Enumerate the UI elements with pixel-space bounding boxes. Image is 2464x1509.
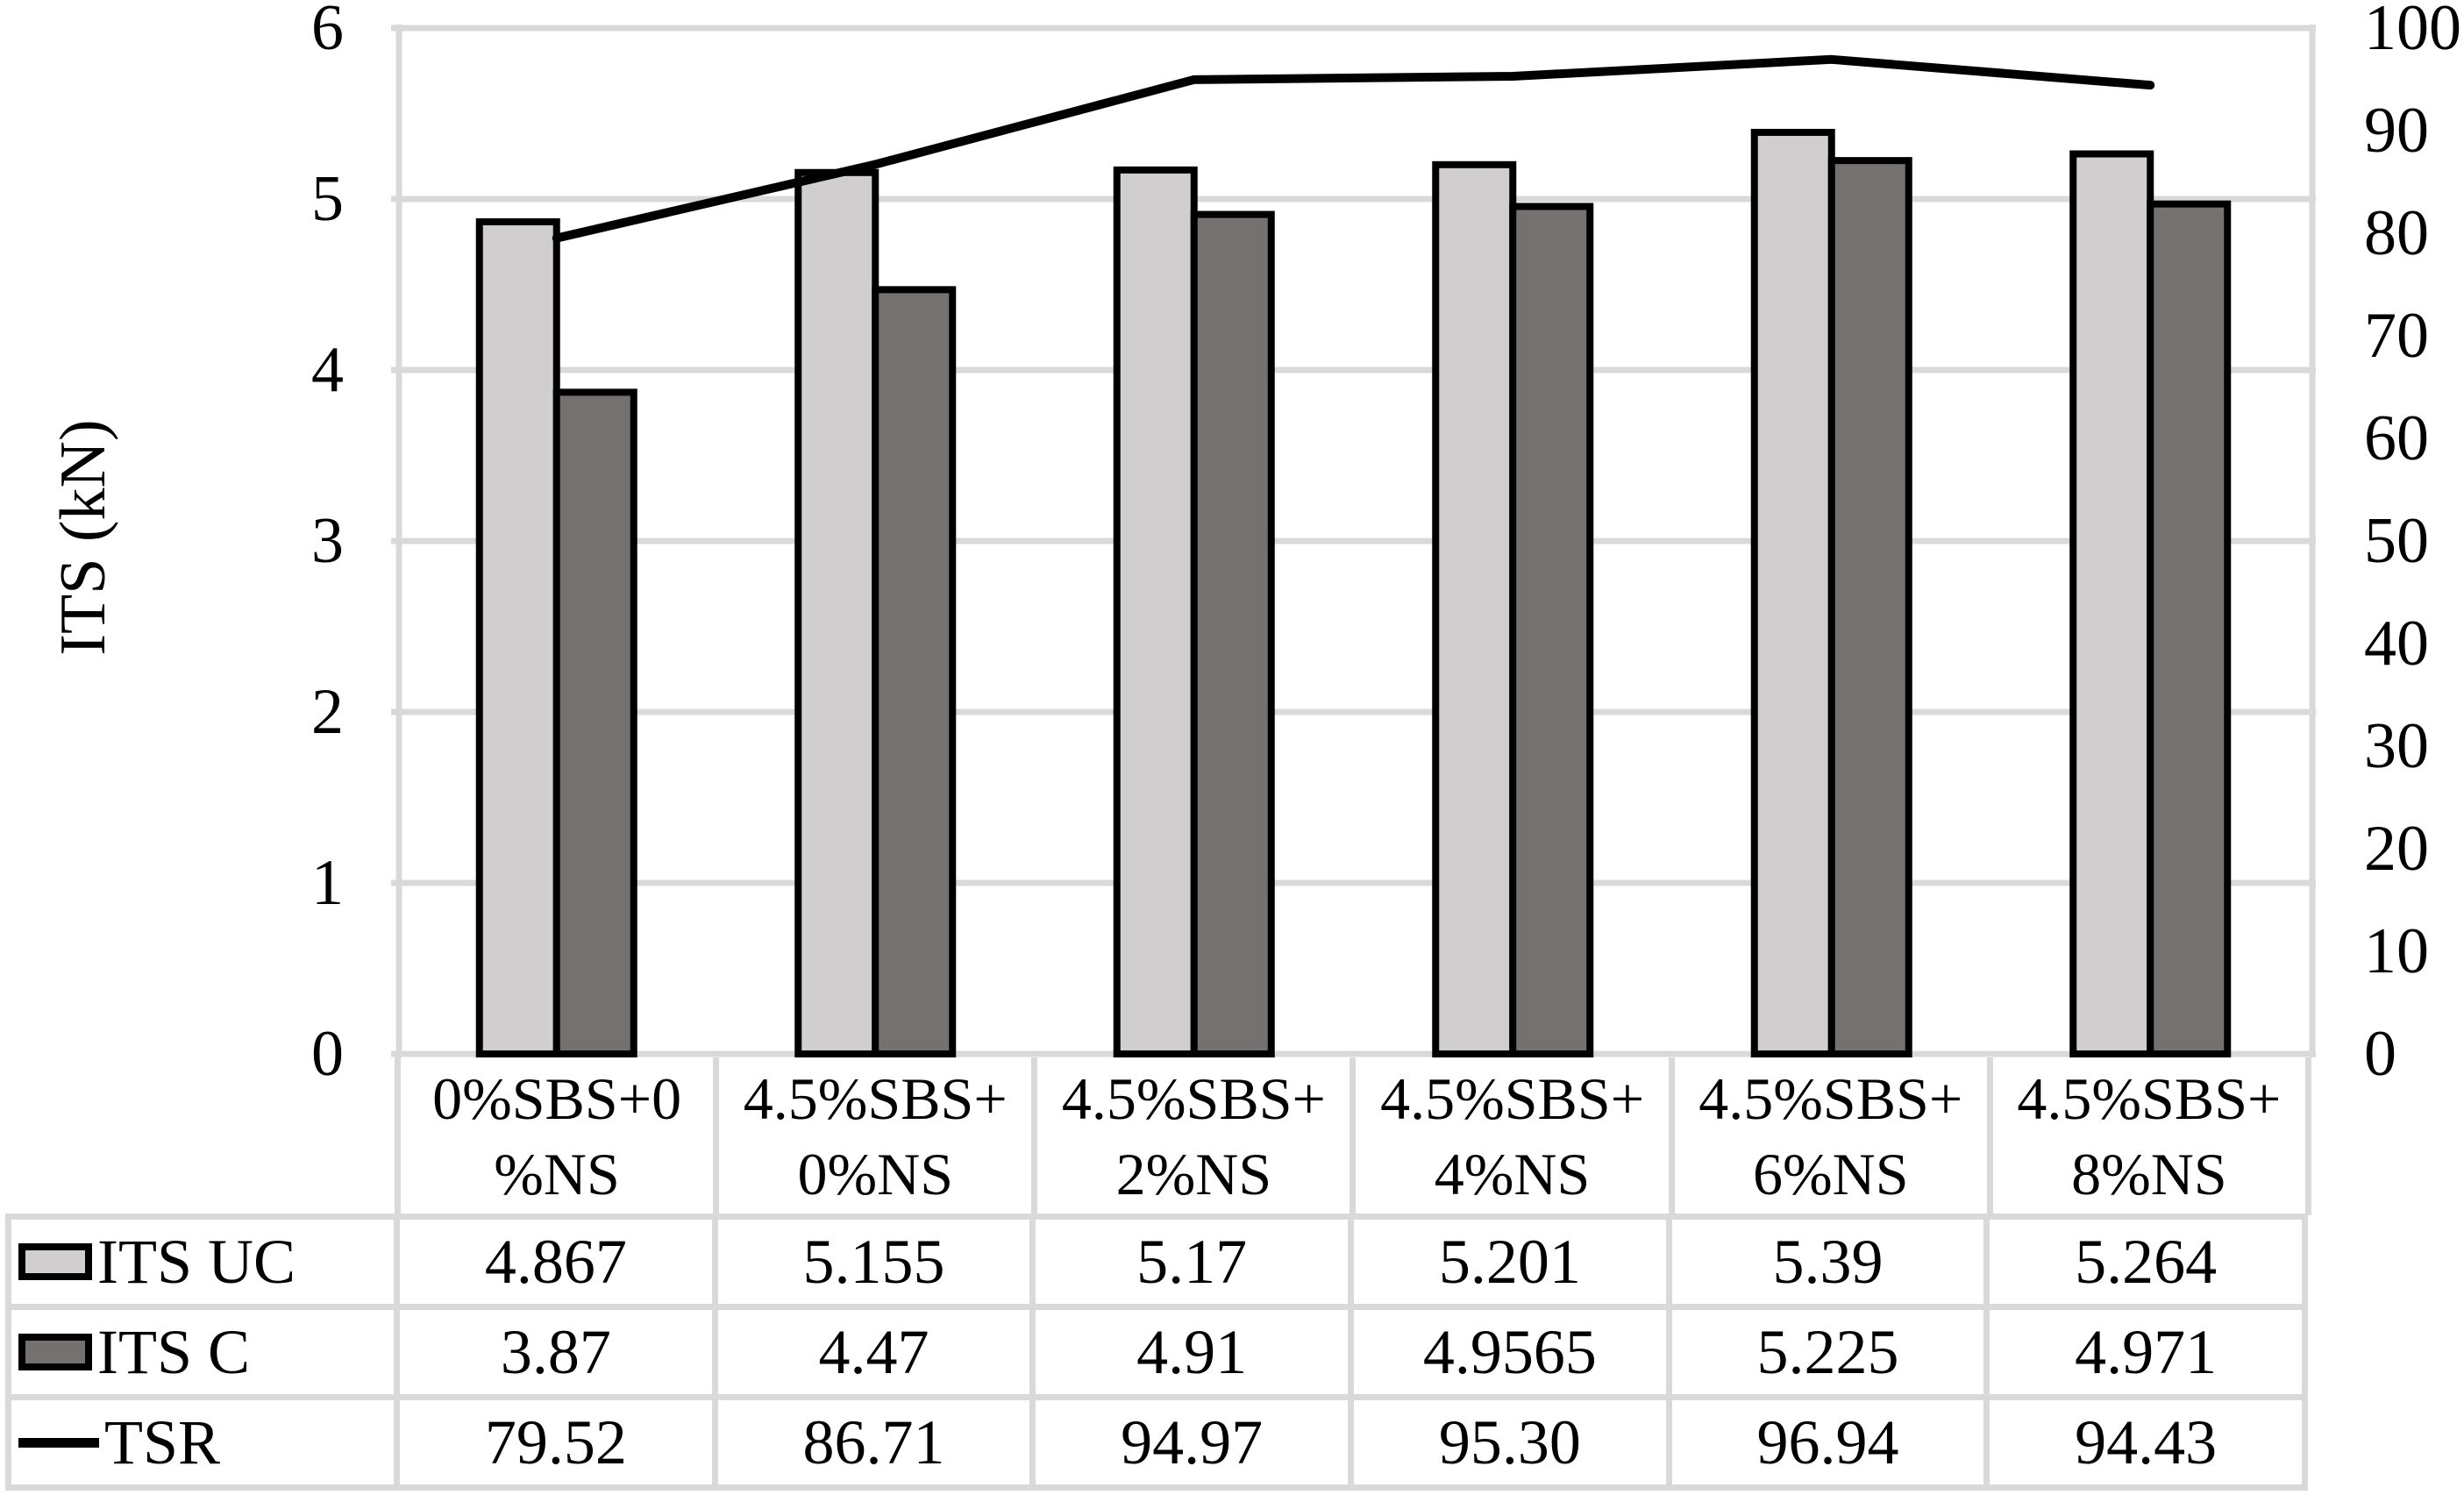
bar-its-uc bbox=[794, 168, 879, 1057]
bar-its-c bbox=[872, 286, 957, 1058]
legend-bar-swatch bbox=[18, 1243, 92, 1280]
bar-its-c bbox=[2147, 200, 2232, 1057]
right-axis-tick-label: 80 bbox=[2364, 197, 2429, 269]
chart-data-table: ITS UC 4.867 5.155 5.17 5.201 5.39 5.264 ITS C 3… bbox=[5, 1214, 2308, 1491]
right-axis-tick-label: 70 bbox=[2364, 300, 2429, 372]
value-cell: 79.52 bbox=[400, 1400, 712, 1484]
category-label: 0%SBS+0 %NS bbox=[401, 1057, 714, 1215]
left-axis-tick-label: 5 bbox=[311, 163, 344, 235]
value-cell: 5.155 bbox=[717, 1220, 1030, 1304]
left-axis-tick-label: 4 bbox=[311, 334, 344, 406]
value-cell: 96.94 bbox=[1671, 1400, 1984, 1484]
right-axis-tick-label: 10 bbox=[2364, 915, 2429, 987]
value-cell: 94.97 bbox=[1036, 1400, 1348, 1484]
bar-its-c bbox=[552, 388, 637, 1058]
legend-label: ITS C bbox=[97, 1316, 251, 1387]
bar-its-c bbox=[1827, 157, 1912, 1057]
bar-its-uc bbox=[1750, 128, 1835, 1058]
right-axis-tick-label: 100 bbox=[2364, 0, 2461, 64]
bar-its-uc bbox=[475, 217, 560, 1057]
legend-line-swatch bbox=[18, 1437, 99, 1448]
legend-label: TSR bbox=[104, 1406, 221, 1477]
left-axis-tick-label: 2 bbox=[311, 676, 344, 748]
value-cell: 95.30 bbox=[1353, 1400, 1666, 1484]
category-axis-row: 0%SBS+0 %NS 4.5%SBS+ 0%NS 4.5%SBS+ 2%NS 4.5… bbox=[395, 1057, 2311, 1215]
left-axis-tick-label: 1 bbox=[311, 847, 344, 919]
left-axis-tick-label: 0 bbox=[311, 1018, 344, 1090]
left-axis-tick-label: 6 bbox=[311, 0, 344, 64]
value-cell: 4.867 bbox=[400, 1220, 712, 1304]
value-cell: 4.91 bbox=[1036, 1310, 1348, 1394]
legend-cell-its-uc: ITS UC bbox=[11, 1220, 394, 1304]
category-label: 4.5%SBS+ 6%NS bbox=[1674, 1057, 1987, 1215]
bar-its-c bbox=[1190, 210, 1275, 1058]
value-cell: 86.71 bbox=[717, 1400, 1030, 1484]
legend-label: ITS UC bbox=[97, 1226, 296, 1297]
legend-cell-its-c: ITS C bbox=[11, 1310, 394, 1394]
value-cell: 5.264 bbox=[1990, 1220, 2302, 1304]
value-cell: 94.43 bbox=[1990, 1400, 2302, 1484]
left-axis-tick-label: 3 bbox=[311, 505, 344, 577]
value-cell: 5.17 bbox=[1036, 1220, 1348, 1304]
right-axis-tick-label: 90 bbox=[2364, 95, 2429, 167]
category-label: 4.5%SBS+ 0%NS bbox=[719, 1057, 1032, 1215]
value-cell: 3.87 bbox=[400, 1310, 712, 1394]
value-cell: 4.47 bbox=[717, 1310, 1030, 1394]
line-tsr bbox=[552, 54, 2155, 243]
category-label: 4.5%SBS+ 2%NS bbox=[1037, 1057, 1350, 1215]
right-axis-tick-label: 50 bbox=[2364, 505, 2429, 577]
right-axis-tick-label: 60 bbox=[2364, 402, 2429, 474]
right-axis-tick-label: 30 bbox=[2364, 710, 2429, 782]
right-axis-tick-label: 20 bbox=[2364, 813, 2429, 885]
legend-cell-tsr: TSR bbox=[11, 1400, 394, 1484]
value-cell: 5.39 bbox=[1671, 1220, 1984, 1304]
bar-its-uc bbox=[2069, 150, 2154, 1057]
left-axis-title: ITS (kN) bbox=[47, 419, 119, 656]
right-axis-tick-label: 0 bbox=[2364, 1018, 2396, 1090]
category-label: 4.5%SBS+ 4%NS bbox=[1356, 1057, 1669, 1215]
bar-its-c bbox=[1509, 203, 1594, 1058]
category-label: 4.5%SBS+ 8%NS bbox=[1992, 1057, 2305, 1215]
value-cell: 4.971 bbox=[1990, 1310, 2302, 1394]
value-cell: 4.9565 bbox=[1353, 1310, 1666, 1394]
combo-chart-plot bbox=[391, 25, 2316, 1058]
value-cell: 5.225 bbox=[1671, 1310, 1984, 1394]
legend-bar-swatch bbox=[18, 1334, 92, 1370]
bar-its-uc bbox=[1432, 160, 1517, 1057]
right-axis-tick-label: 40 bbox=[2364, 608, 2429, 680]
value-cell: 5.201 bbox=[1353, 1220, 1666, 1304]
bar-its-uc bbox=[1113, 166, 1198, 1058]
